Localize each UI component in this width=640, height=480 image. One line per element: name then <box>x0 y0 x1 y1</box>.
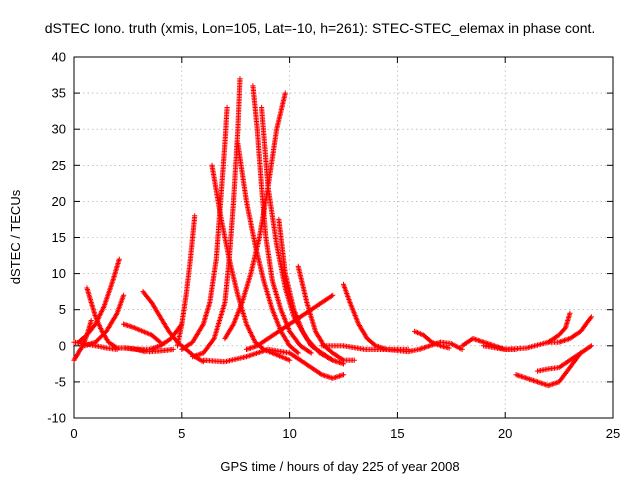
data-point-markers <box>82 292 127 349</box>
y-tick-label: 5 <box>59 302 66 317</box>
chart-title: dSTEC Iono. truth (xmis, Lon=105, Lat=-1… <box>45 20 596 36</box>
data-series <box>545 314 594 345</box>
y-tick-label: 15 <box>52 230 66 245</box>
data-point-markers <box>235 141 301 356</box>
data-point-markers <box>75 256 122 345</box>
axis-ticks: 0 5 10 15 20 25 -10 -5 0 5 10 15 20 25 30 35 40 <box>47 50 620 442</box>
data-series <box>481 310 573 352</box>
data-point-markers <box>276 216 347 367</box>
data-series <box>534 343 594 374</box>
data-series <box>75 256 122 345</box>
data-series <box>235 141 301 356</box>
data-series <box>123 345 176 355</box>
data-series <box>295 263 357 363</box>
y-tick-label: 35 <box>52 86 66 101</box>
y-tick-label: -10 <box>47 411 66 426</box>
data-series <box>174 213 198 349</box>
data-series <box>319 339 465 355</box>
data-series <box>200 346 347 381</box>
data-series <box>121 321 163 345</box>
data-point-markers <box>250 83 314 356</box>
data-series <box>276 216 347 367</box>
data-points <box>71 76 594 389</box>
data-point-markers <box>481 310 573 352</box>
data-point-markers <box>200 346 347 381</box>
data-series <box>340 281 411 352</box>
x-tick-label: 0 <box>70 426 77 441</box>
x-tick-label: 5 <box>178 426 185 441</box>
x-tick-label: 25 <box>606 426 620 441</box>
data-point-markers <box>534 343 594 374</box>
data-point-markers <box>243 292 336 352</box>
y-tick-label: -5 <box>54 374 66 389</box>
x-axis-label: GPS time / hours of day 225 of year 2008 <box>220 459 459 474</box>
data-point-markers <box>412 328 452 351</box>
grid <box>74 57 613 418</box>
data-point-markers <box>545 314 594 345</box>
data-series <box>250 83 314 356</box>
x-tick-label: 10 <box>282 426 296 441</box>
data-series <box>412 328 452 351</box>
y-tick-label: 0 <box>59 338 66 353</box>
y-axis-label: dSTEC / TECUs <box>8 189 23 284</box>
y-tick-label: 20 <box>52 194 66 209</box>
y-tick-label: 30 <box>52 122 66 137</box>
data-series <box>243 292 336 352</box>
x-tick-label: 20 <box>498 426 512 441</box>
data-point-markers <box>295 263 357 363</box>
data-point-markers <box>174 213 198 349</box>
data-series <box>513 350 584 389</box>
x-tick-label: 15 <box>390 426 404 441</box>
data-point-markers <box>319 339 465 355</box>
y-tick-label: 10 <box>52 266 66 281</box>
data-point-markers <box>340 281 411 352</box>
data-point-markers <box>123 345 176 355</box>
y-tick-label: 25 <box>52 158 66 173</box>
y-tick-label: 40 <box>52 50 66 65</box>
data-point-markers <box>513 350 584 389</box>
data-series <box>82 292 127 349</box>
data-point-markers <box>121 321 163 345</box>
